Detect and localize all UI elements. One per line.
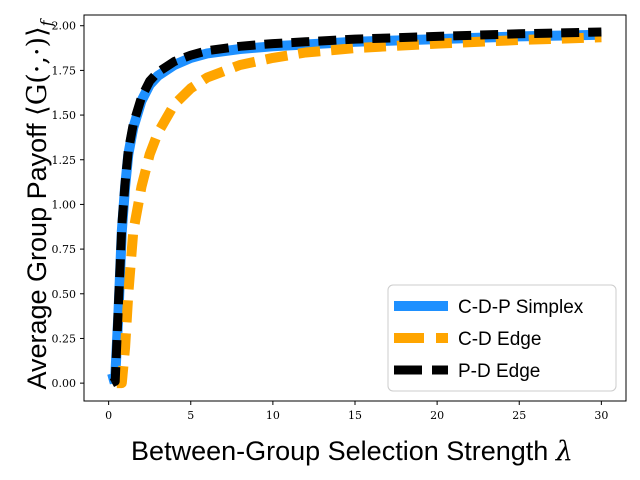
x-axis-label: Between-Group Selection Strength λ	[131, 436, 573, 467]
legend-box	[387, 284, 617, 392]
y-tick-label: 1.50	[52, 109, 77, 122]
x-tick-label: 10	[266, 409, 280, 422]
x-tick-label: 25	[512, 409, 526, 422]
x-tick-label: 30	[594, 409, 608, 422]
legend-label: C-D Edge	[458, 329, 541, 350]
y-axis-ticks: 0.00 0.25 0.50 0.75 1.00 1.25 1.50 1.75 2.00	[52, 20, 84, 390]
y-tick-label: 0.50	[52, 288, 77, 301]
y-tick-label: 2.00	[52, 20, 77, 33]
series-line-c-d-edge	[116, 32, 602, 389]
y-tick-label: 0.25	[52, 332, 77, 345]
y-tick-label: 0.00	[52, 377, 77, 390]
x-tick-label: 5	[187, 409, 194, 422]
x-axis-ticks: 0 5 10 15 20 25 30	[105, 401, 608, 422]
y-tick-label: 0.75	[52, 243, 77, 256]
y-tick-label: 1.00	[52, 198, 77, 211]
legend-label: C-D-P Simplex	[458, 297, 584, 318]
y-tick-label: 1.75	[52, 64, 77, 77]
x-tick-label: 15	[348, 409, 362, 422]
y-axis-label: Average Group Payoff ⟨G(·,·)⟩f	[22, 17, 56, 389]
series-layer	[107, 27, 602, 389]
y-tick-label: 1.25	[52, 154, 77, 167]
x-tick-label: 0	[105, 409, 112, 422]
legend: C-D-P Simplex C-D Edge P-D Edge	[387, 284, 617, 392]
x-tick-label: 20	[430, 409, 444, 422]
series-line-p-d-edge	[109, 27, 602, 388]
legend-label: P-D Edge	[458, 361, 540, 382]
